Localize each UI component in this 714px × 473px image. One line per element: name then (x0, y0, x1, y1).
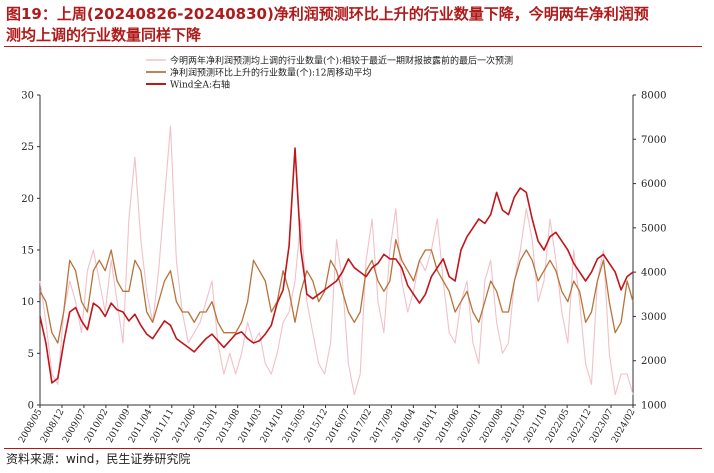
left-tick-label: 0 (28, 401, 34, 412)
left-tick-label: 5 (28, 349, 34, 360)
source-note: 资料来源：wind，民生证券研究院 (6, 452, 191, 466)
right-tick-label: 5000 (641, 223, 666, 234)
left-tick-label: 10 (21, 297, 34, 308)
chart-title: 图19：上周(20240826-20240830)净利润预测环比上升的行业数量下… (6, 4, 706, 46)
right-tick-label: 4000 (641, 268, 666, 279)
right-tick-label: 8000 (641, 91, 666, 102)
series-line-3 (39, 147, 634, 384)
title-line-2: 测均上调的行业数量同样下降 (6, 26, 202, 44)
series-line-1 (39, 125, 634, 396)
left-tick-label: 25 (21, 142, 34, 153)
right-tick-label: 6000 (641, 179, 666, 190)
left-tick-label: 15 (21, 246, 34, 257)
right-tick-label: 3000 (641, 312, 666, 323)
chart-figure: 0 5 10 15 20 25 30 1000 2000 3000 4000 5000 6000 7000… (17, 55, 666, 445)
right-tick-label: 1000 (641, 401, 666, 412)
legend-label-1: 今明两年净利润预测均上调的行业数量(个):相较于最近一期财报披露前的最后一次预测 (170, 55, 513, 67)
title-rule (4, 46, 702, 47)
footer-rule (4, 448, 702, 449)
legend-label-2: 净利润预测环比上升的行业数量(个):12周移动平均 (170, 67, 372, 79)
right-tick-label: 7000 (641, 135, 666, 146)
title-line-1: 图19：上周(20240826-20240830)净利润预测环比上升的行业数量下… (6, 5, 649, 23)
series-line-2 (39, 239, 634, 344)
right-tick-label: 2000 (641, 356, 666, 367)
left-tick-label: 20 (21, 194, 34, 205)
left-tick-label: 30 (21, 91, 34, 102)
legend-label-3: Wind全A:右轴 (170, 79, 230, 91)
